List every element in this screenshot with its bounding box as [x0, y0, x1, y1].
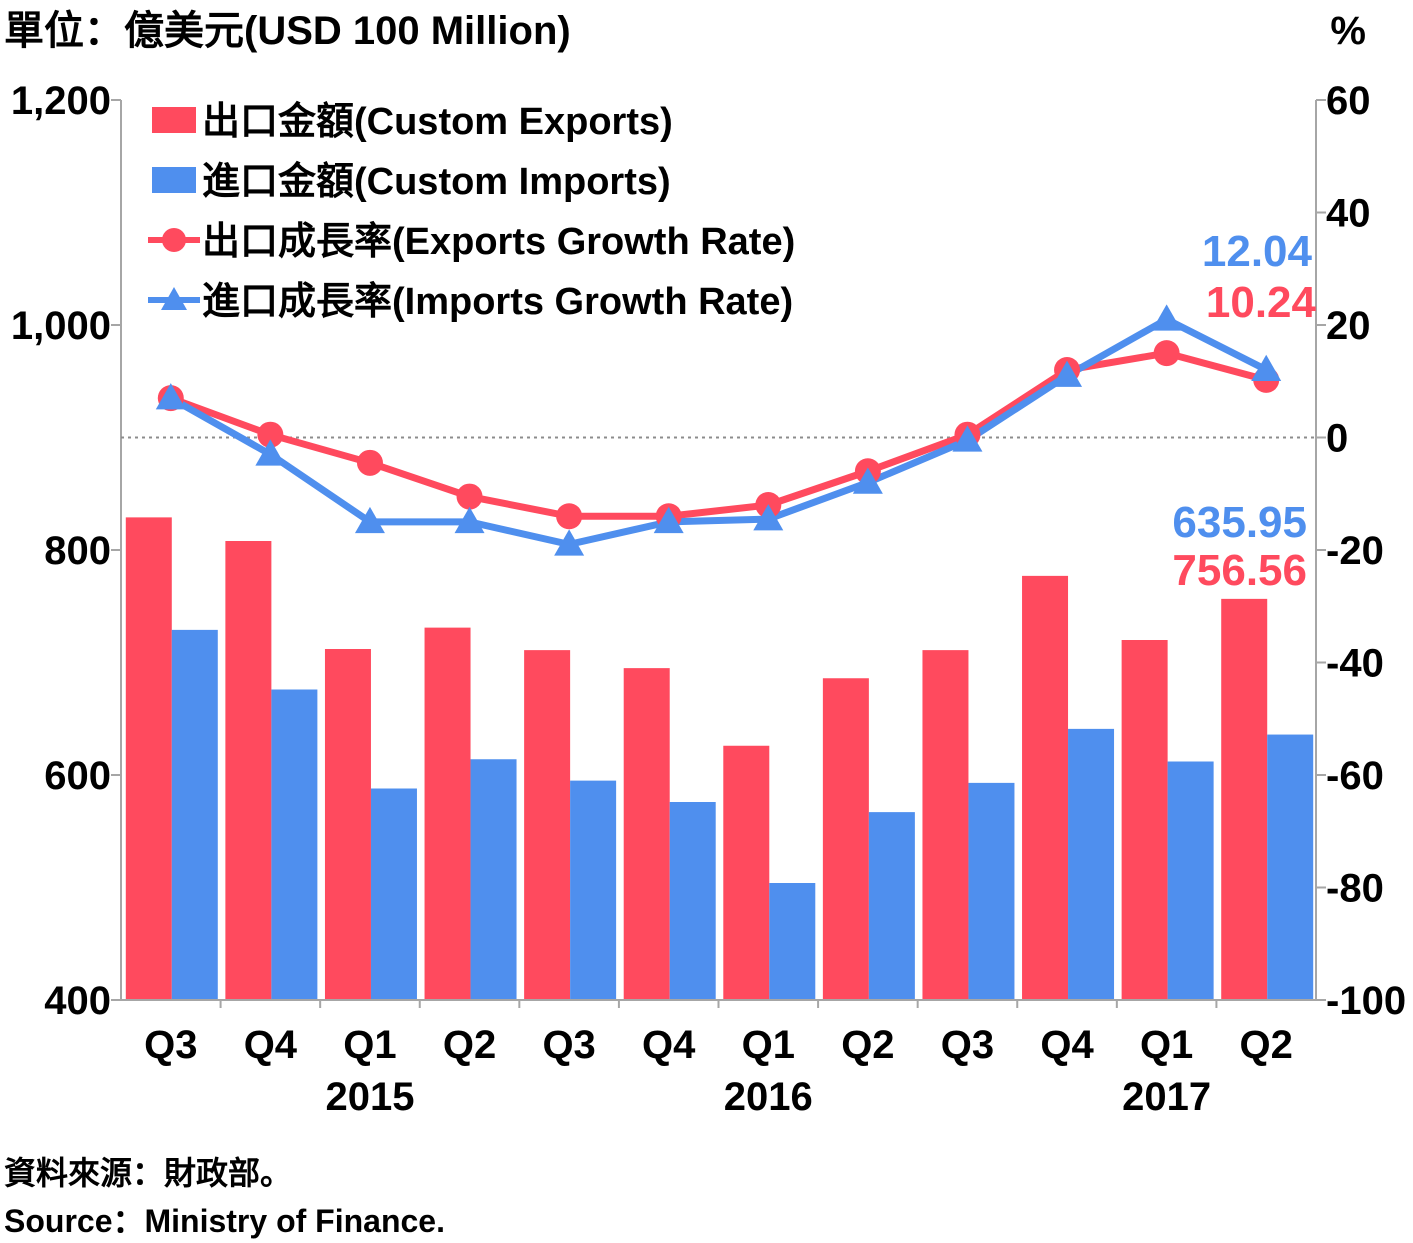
legend-imports-growth-marker — [161, 287, 187, 310]
imports-growth-point — [1151, 304, 1182, 331]
left-tick-label: 1,000 — [11, 304, 111, 348]
bars-layer — [125, 517, 1314, 1000]
year-label: 2015 — [325, 1075, 414, 1119]
imports-growth-point — [554, 529, 585, 556]
right-tick-label: -80 — [1326, 867, 1384, 911]
imports-bar — [868, 812, 915, 1000]
category-label: Q1 — [742, 1023, 795, 1067]
legend-exports-bar-swatch — [152, 107, 196, 133]
category-label: Q3 — [542, 1023, 595, 1067]
imports-bar — [370, 788, 417, 1000]
legend-exports-growth-label: 出口成長率(Exports Growth Rate) — [202, 221, 795, 263]
imports-bar — [968, 782, 1015, 1000]
legend-exports-bar-label: 出口金額(Custom Exports) — [202, 100, 673, 143]
exports-bar — [1121, 640, 1168, 1000]
imports-growth-point — [454, 506, 485, 534]
legend-imports-growth-label: 進口成長率(Imports Growth Rate) — [202, 281, 793, 323]
legend-imports-bar-swatch — [152, 167, 196, 193]
category-label: Q4 — [244, 1023, 298, 1067]
exports-growth-point — [1153, 340, 1180, 367]
imports-growth-point — [1052, 360, 1083, 387]
imports-bar — [271, 689, 318, 1000]
category-label: Q1 — [1140, 1023, 1193, 1067]
right-tick-label: 0 — [1326, 417, 1348, 461]
exports-bar — [125, 517, 172, 1000]
imports-growth-point — [354, 506, 385, 534]
year-label: 2017 — [1122, 1075, 1211, 1119]
imports-bar — [1167, 761, 1214, 1000]
imports-bar — [171, 629, 218, 1000]
imports-growth-point — [653, 506, 684, 534]
imports-growth-last-label: 12.04 — [1202, 227, 1313, 276]
exports-bar — [424, 627, 471, 1000]
exports-bar — [1221, 598, 1268, 1000]
year-label: 2016 — [724, 1075, 813, 1119]
imports-bar — [1068, 728, 1115, 1000]
imports-growth-point — [852, 467, 883, 494]
exports-growth-point — [556, 503, 583, 530]
axes-layer: 400 600 800 1,000 1,200 -100 -80 -60 -40 -20 0 20 40… — [11, 79, 1406, 1119]
legend-exports-growth-marker — [162, 228, 186, 252]
exports-bar — [225, 541, 272, 1000]
exports-growth-point — [257, 421, 284, 448]
category-label: Q2 — [443, 1023, 496, 1067]
imports-value-last-label: 635.95 — [1172, 498, 1307, 547]
category-label: Q2 — [1240, 1023, 1293, 1067]
exports-growth-last-label: 10.24 — [1206, 278, 1317, 327]
imports-growth-point — [155, 383, 186, 410]
imports-growth-point — [952, 425, 983, 452]
category-label: Q3 — [144, 1023, 197, 1067]
right-tick-label: -20 — [1326, 529, 1384, 573]
imports-bar — [570, 780, 617, 1000]
imports-growth-line — [169, 315, 1268, 548]
right-tick-label: -100 — [1326, 979, 1406, 1023]
left-tick-label: 600 — [44, 754, 111, 798]
exports-bar — [723, 745, 770, 1000]
imports-bar — [470, 759, 517, 1000]
right-tick-label: -60 — [1326, 754, 1384, 798]
exports-growth-point — [456, 483, 483, 510]
unit-label: 單位：億美元(USD 100 Million) — [4, 9, 571, 53]
right-tick-label: 60 — [1326, 79, 1371, 123]
category-label: Q4 — [642, 1023, 696, 1067]
exports-growth-line — [169, 349, 1268, 520]
category-label: Q2 — [841, 1023, 894, 1067]
left-tick-label: 400 — [44, 979, 111, 1023]
exports-growth-point — [356, 449, 383, 476]
category-label: Q3 — [941, 1023, 994, 1067]
right-unit-label: % — [1330, 9, 1366, 53]
exports-bar — [524, 650, 571, 1000]
category-label: Q4 — [1040, 1023, 1094, 1067]
right-tick-label: 20 — [1326, 304, 1371, 348]
exports-value-last-label: 756.56 — [1172, 546, 1307, 595]
imports-growth-point — [255, 439, 286, 466]
imports-bar — [669, 802, 716, 1000]
left-tick-label: 800 — [44, 529, 111, 573]
legend: 出口金額(Custom Exports) 進口金額(Custom Imports)… — [148, 100, 795, 323]
imports-bar — [1267, 734, 1314, 1000]
exports-bar — [1022, 575, 1069, 1000]
right-tick-label: -40 — [1326, 642, 1384, 686]
right-tick-label: 40 — [1326, 192, 1371, 236]
imports-growth-point — [1251, 354, 1282, 382]
imports-growth-point — [753, 504, 784, 531]
source-zh: 資料來源：財政部。 — [4, 1155, 292, 1191]
exports-bar — [922, 650, 969, 1000]
legend-imports-bar-label: 進口金額(Custom Imports) — [202, 160, 671, 203]
exports-bar — [623, 668, 670, 1000]
lines-layer — [121, 304, 1316, 556]
category-label: Q1 — [343, 1023, 396, 1067]
exports-bar — [822, 678, 869, 1000]
imports-bar — [769, 883, 816, 1000]
source-en: Source：Ministry of Finance. — [4, 1203, 445, 1239]
exports-bar — [324, 649, 371, 1000]
left-tick-label: 1,200 — [11, 79, 111, 123]
